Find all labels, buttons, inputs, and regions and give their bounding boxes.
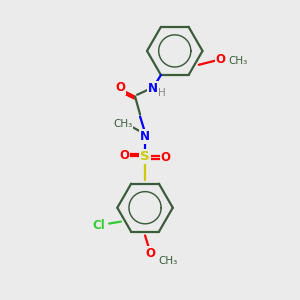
Text: N: N	[148, 82, 158, 95]
Text: O: O	[115, 81, 125, 94]
Text: S: S	[140, 150, 150, 163]
Text: Cl: Cl	[93, 219, 106, 232]
Text: CH₃: CH₃	[229, 56, 248, 66]
Text: CH₃: CH₃	[158, 256, 177, 266]
Text: N: N	[140, 130, 150, 143]
Text: H: H	[158, 88, 166, 98]
Text: O: O	[119, 149, 129, 162]
Text: O: O	[161, 151, 171, 164]
Text: O: O	[145, 247, 155, 260]
Text: O: O	[216, 53, 226, 66]
Text: CH₃: CH₃	[114, 119, 133, 130]
